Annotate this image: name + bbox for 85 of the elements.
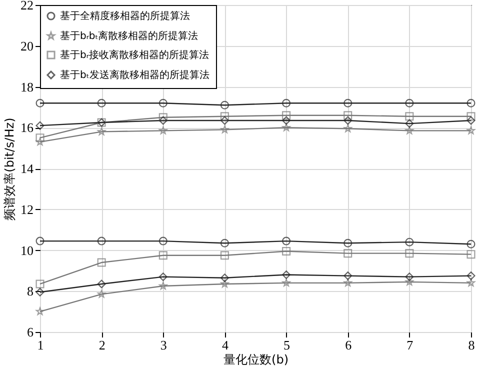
point xyxy=(36,98,44,108)
y-tick-label: 20 xyxy=(20,38,34,54)
point xyxy=(220,125,229,134)
point xyxy=(282,236,291,246)
point xyxy=(36,288,44,296)
point xyxy=(97,127,106,136)
point xyxy=(158,98,168,108)
point xyxy=(220,280,229,288)
point xyxy=(282,123,290,132)
point xyxy=(282,270,291,280)
point xyxy=(405,112,414,121)
y-axis-title: 频谱效率(bit/s/Hz) xyxy=(2,118,16,220)
point xyxy=(282,247,291,256)
point xyxy=(405,278,414,286)
x-tick-label: 2 xyxy=(98,338,106,352)
point xyxy=(158,236,168,246)
y-tick-label: 10 xyxy=(20,242,34,258)
point xyxy=(36,307,44,316)
x-tick-label: 7 xyxy=(406,338,414,352)
point xyxy=(36,134,44,142)
point xyxy=(405,272,414,282)
y-tick-label: 6 xyxy=(27,324,34,340)
y-tick-label: 14 xyxy=(20,161,34,176)
point xyxy=(36,236,44,246)
point xyxy=(282,98,291,108)
point xyxy=(97,258,106,267)
point xyxy=(97,290,106,298)
x-tick-label: 5 xyxy=(284,338,290,352)
point xyxy=(466,98,476,108)
x-axis-title: 量化位数(b) xyxy=(224,352,288,366)
point xyxy=(344,238,352,248)
point xyxy=(344,124,352,132)
point xyxy=(36,138,44,146)
point xyxy=(159,126,168,134)
point xyxy=(220,112,229,121)
point xyxy=(466,116,476,125)
point xyxy=(282,111,291,120)
point xyxy=(405,98,414,108)
legend-label: 基于全精度移相器的所提算法 xyxy=(60,10,190,22)
point xyxy=(282,278,290,286)
legend-label: 基于bᵣ接收离散移相器的所提算法 xyxy=(60,49,209,61)
point xyxy=(97,236,106,246)
point xyxy=(344,249,352,258)
point xyxy=(220,100,229,110)
point xyxy=(220,116,229,125)
point xyxy=(405,119,414,128)
x-tick-label: 4 xyxy=(222,338,229,352)
point xyxy=(220,274,229,282)
point xyxy=(466,250,476,259)
point xyxy=(282,116,291,125)
y-tick-label: 18 xyxy=(20,79,34,94)
x-tick-label: 6 xyxy=(345,338,352,352)
point xyxy=(220,238,229,248)
point xyxy=(405,249,414,258)
y-tick-label: 12 xyxy=(20,202,34,217)
point xyxy=(36,280,44,288)
point xyxy=(466,126,476,134)
point xyxy=(466,272,476,280)
point xyxy=(158,272,168,282)
x-tick-label: 3 xyxy=(160,338,167,352)
point xyxy=(344,116,352,125)
point xyxy=(405,126,414,134)
x-tick-label: 8 xyxy=(468,338,475,352)
point xyxy=(97,280,106,288)
point xyxy=(158,113,168,122)
point xyxy=(158,116,168,125)
point xyxy=(220,251,229,260)
point xyxy=(466,240,476,248)
legend-label: 基于bᵣbₜ离散移相器的所提算法 xyxy=(60,30,198,42)
y-tick-label: 8 xyxy=(27,284,34,299)
point xyxy=(36,121,44,130)
legend-label: 基于bₜ发送离散移相器的所提算法 xyxy=(60,69,210,81)
y-tick-label: 22 xyxy=(20,0,34,12)
y-tick-label: 16 xyxy=(20,120,34,136)
point xyxy=(466,278,476,286)
point xyxy=(344,111,352,120)
point xyxy=(344,272,352,280)
point xyxy=(466,112,476,121)
point xyxy=(344,278,352,286)
point xyxy=(405,238,414,246)
point xyxy=(344,98,352,108)
point xyxy=(159,282,168,290)
point xyxy=(97,98,106,108)
point xyxy=(158,251,168,260)
x-tick-label: 1 xyxy=(37,338,44,352)
